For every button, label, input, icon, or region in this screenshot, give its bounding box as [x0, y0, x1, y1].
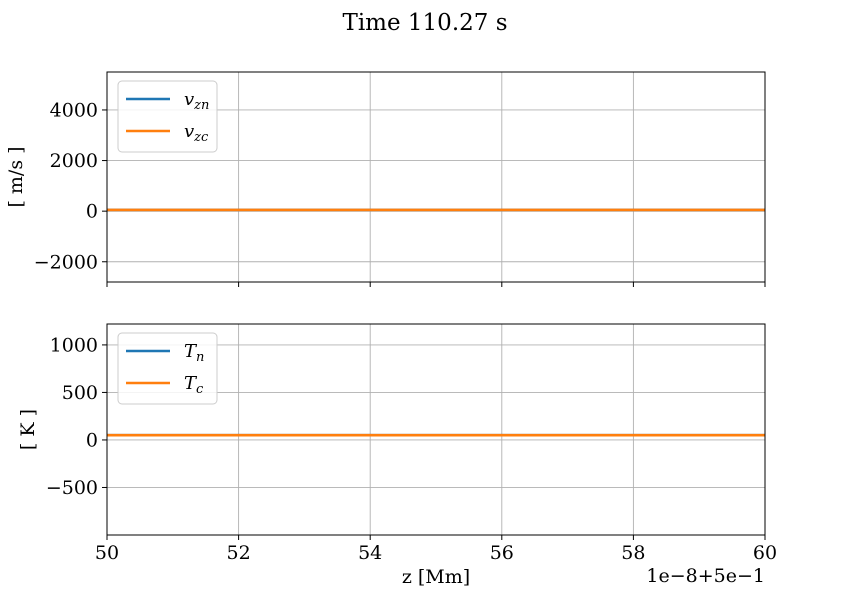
legend-label-subscript: zn — [193, 98, 209, 113]
y-tick-label: 4000 — [50, 99, 98, 121]
x-tick-label: 54 — [358, 542, 382, 564]
legend-label-main: v — [184, 121, 194, 142]
y-axis-label: [ K ] — [17, 409, 39, 450]
y-tick-label: 0 — [86, 201, 98, 223]
legend-label-main: T — [184, 341, 198, 362]
x-offset-label: 1e−8+5e−1 — [646, 565, 765, 587]
x-tick-label: 60 — [753, 542, 777, 564]
y-tick-label: −2000 — [34, 251, 98, 273]
x-tick-label: 50 — [95, 542, 119, 564]
figure-title: Time 110.27 s — [342, 10, 507, 36]
y-tick-label: 1000 — [50, 334, 98, 356]
legend-label-subscript: n — [196, 350, 204, 365]
axes-frame — [106, 71, 766, 283]
legend-label-subscript: zc — [193, 130, 209, 145]
x-axis-label: z [Mm] — [402, 566, 470, 588]
x-tick-label: 58 — [621, 542, 645, 564]
legend-label-main: T — [184, 373, 198, 394]
legend-label: vzn — [184, 89, 209, 113]
axes-frame — [106, 323, 766, 536]
y-tick-label: 2000 — [50, 150, 98, 172]
legend-label: Tc — [184, 373, 204, 397]
x-tick-label: 52 — [227, 542, 251, 564]
legend-label-subscript: c — [196, 382, 204, 397]
y-tick-label: −500 — [46, 477, 98, 499]
legend-label: Tn — [184, 341, 204, 365]
y-tick-label: 0 — [86, 429, 98, 451]
x-tick-label: 56 — [490, 542, 514, 564]
legend-label-main: v — [184, 89, 194, 110]
y-axis-label: [ m/s ] — [5, 146, 27, 207]
y-tick-label: 500 — [62, 382, 98, 404]
legend-label: vzc — [184, 121, 209, 145]
